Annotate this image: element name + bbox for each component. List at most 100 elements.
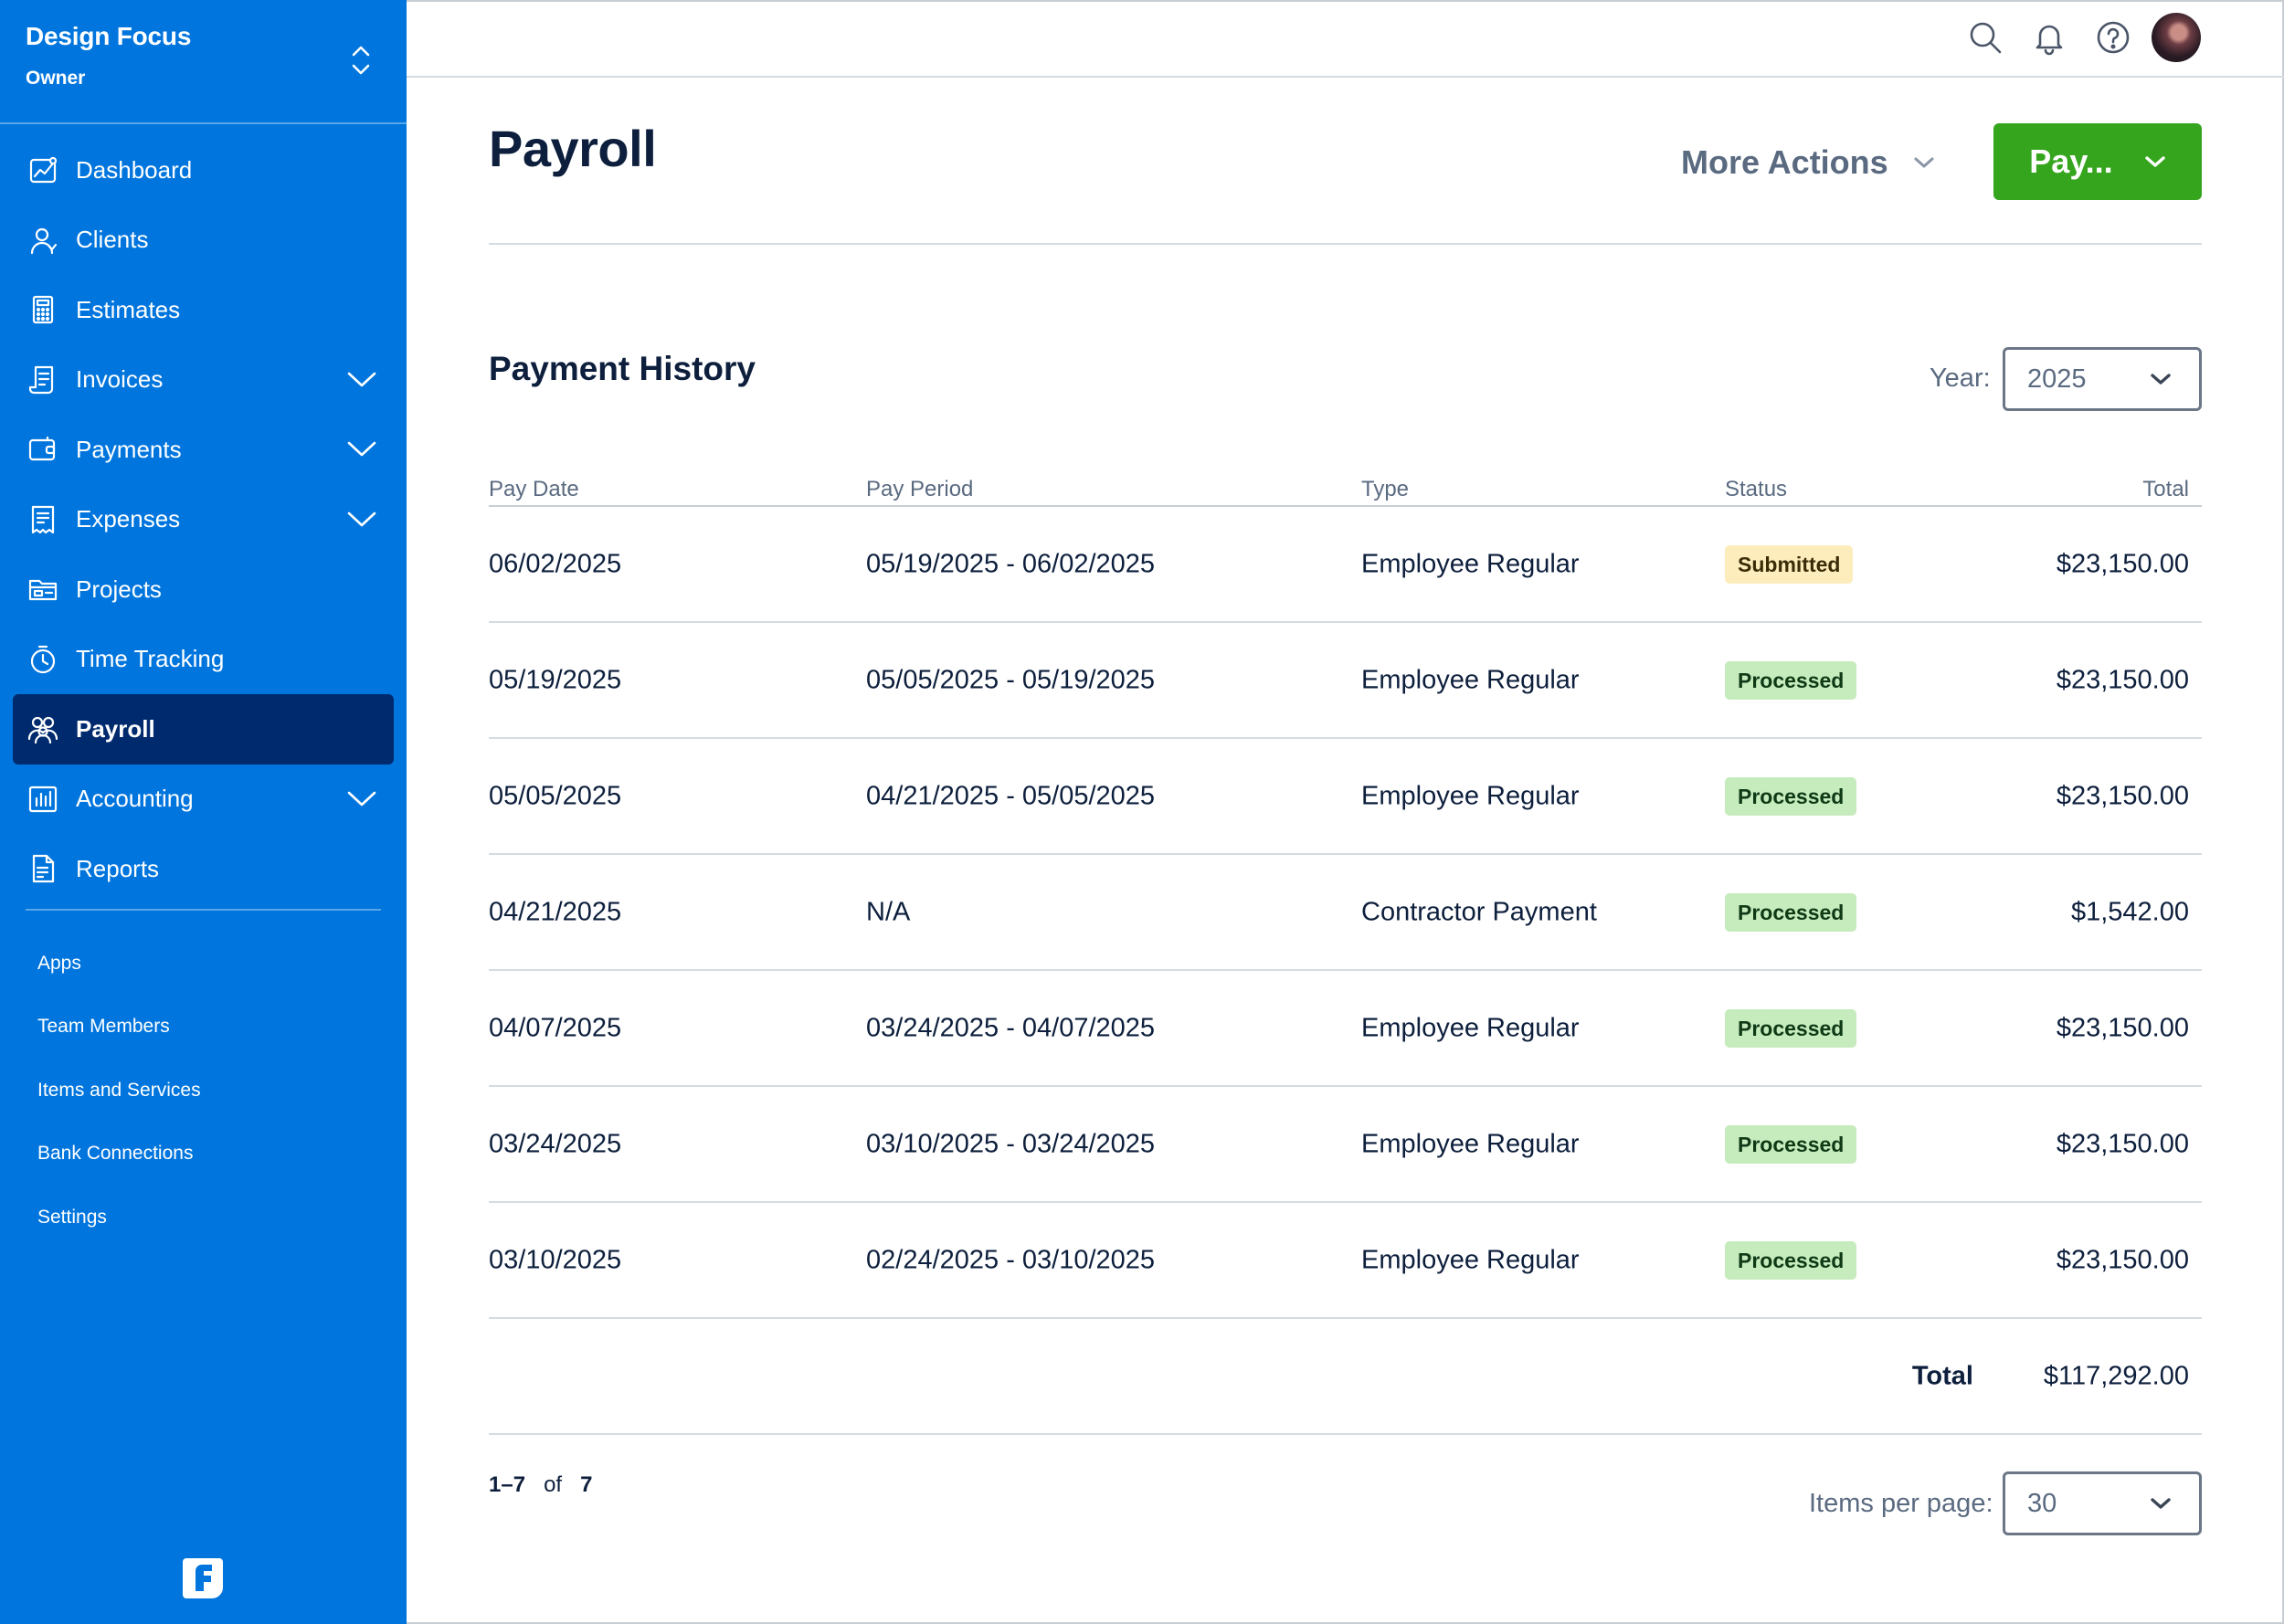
- sidebar-item-label: Invoices: [76, 365, 164, 394]
- user-avatar[interactable]: [2152, 13, 2201, 62]
- invoice-icon: [28, 365, 54, 394]
- status-badge: Submitted: [1725, 544, 1854, 584]
- total-cell: $1,542.00: [2070, 897, 2189, 926]
- more-actions-label: More Actions: [1681, 143, 1888, 181]
- sidebar-link-bank-connections[interactable]: Bank Connections: [37, 1143, 194, 1165]
- type-cell: Contractor Payment: [1361, 897, 1597, 926]
- year-select[interactable]: 2025: [2003, 347, 2202, 411]
- table-row[interactable]: 03/24/2025 03/10/2025 - 03/24/2025 Employe…: [489, 1087, 2202, 1203]
- sidebar-item-projects[interactable]: Projects: [13, 554, 394, 625]
- column-header-pay-date[interactable]: Pay Date: [489, 477, 579, 501]
- chevron-down-icon: [2144, 156, 2165, 167]
- sidebar-link-items-and-services[interactable]: Items and Services: [37, 1079, 201, 1101]
- sidebar-item-clients[interactable]: Clients: [13, 206, 394, 276]
- chevron-up-down-icon[interactable]: [345, 40, 376, 80]
- user-role: Owner: [26, 68, 86, 89]
- type-cell: Employee Regular: [1361, 1129, 1580, 1158]
- pay-period-cell: 03/24/2025 - 04/07/2025: [866, 1013, 1156, 1042]
- table-row[interactable]: 04/07/2025 03/24/2025 - 04/07/2025 Employe…: [489, 971, 2202, 1087]
- chevron-down-icon: [1914, 157, 1934, 168]
- sidebar: Design Focus Owner Dashboard Clients Estim…: [0, 0, 407, 1624]
- search-icon[interactable]: [1966, 18, 2004, 57]
- sidebar-item-label: Accounting: [76, 785, 194, 813]
- document-icon: [32, 855, 55, 883]
- sidebar-item-dashboard[interactable]: Dashboard: [13, 135, 394, 206]
- pay-period-cell: N/A: [866, 897, 911, 926]
- total-cell: $23,150.00: [2056, 1013, 2189, 1042]
- type-cell: Employee Regular: [1361, 665, 1580, 694]
- sidebar-item-payments[interactable]: Payments: [13, 415, 394, 485]
- status-cell: Processed: [1725, 1240, 1857, 1280]
- table-row[interactable]: 05/05/2025 04/21/2025 - 05/05/2025 Employe…: [489, 739, 2202, 855]
- title-divider: [489, 243, 2202, 245]
- pagination-range: 1–7: [489, 1472, 526, 1497]
- business-switcher[interactable]: Design Focus Owner: [0, 0, 407, 124]
- type-cell: Employee Regular: [1361, 1245, 1580, 1274]
- pagination-count: 7: [580, 1472, 593, 1497]
- chevron-down-icon[interactable]: [346, 371, 377, 389]
- year-label: Year:: [1930, 364, 1991, 393]
- more-actions-button[interactable]: More Actions: [1681, 137, 1936, 188]
- sidebar-nav: Dashboard Clients Estimates Invoices Payment…: [0, 135, 407, 904]
- table-row[interactable]: 03/10/2025 02/24/2025 - 03/10/2025 Employe…: [489, 1203, 2202, 1319]
- status-cell: Processed: [1725, 1124, 1857, 1164]
- user-icon: [30, 227, 58, 254]
- chevron-down-icon[interactable]: [346, 440, 377, 459]
- payment-history-table: Pay Date Pay Period Type Status Total 06…: [489, 457, 2202, 1435]
- section-title: Payment History: [489, 350, 756, 387]
- bell-icon[interactable]: [2030, 18, 2068, 57]
- pay-date-cell: 04/21/2025: [489, 897, 622, 926]
- sidebar-item-label: Reports: [76, 854, 160, 882]
- sidebar-item-label: Estimates: [76, 295, 181, 323]
- status-cell: Processed: [1725, 892, 1857, 932]
- table-row[interactable]: 06/02/2025 05/19/2025 - 06/02/2025 Employe…: [489, 507, 2202, 623]
- status-badge: Processed: [1725, 776, 1857, 816]
- sidebar-item-label: Time Tracking: [76, 645, 225, 673]
- column-header-pay-period[interactable]: Pay Period: [866, 477, 974, 501]
- pay-date-cell: 05/19/2025: [489, 665, 622, 694]
- items-per-page-label: Items per page:: [1809, 1489, 1993, 1518]
- sidebar-item-label: Payments: [76, 435, 182, 463]
- people-icon: [27, 717, 58, 744]
- total-label: Total: [1911, 1361, 1973, 1390]
- column-header-status[interactable]: Status: [1725, 477, 1788, 501]
- type-cell: Employee Regular: [1361, 1013, 1580, 1042]
- sidebar-item-label: Dashboard: [76, 155, 193, 184]
- sidebar-link-settings[interactable]: Settings: [37, 1206, 107, 1228]
- items-per-page-select[interactable]: 30: [2003, 1471, 2202, 1535]
- pay-button[interactable]: Pay...: [1993, 123, 2202, 200]
- folder-icon: [28, 580, 58, 601]
- pay-period-cell: 04/21/2025 - 05/05/2025: [866, 781, 1156, 810]
- column-header-total[interactable]: Total: [2142, 477, 2189, 501]
- total-cell: $23,150.00: [2056, 665, 2189, 694]
- sidebar-item-label: Clients: [76, 226, 149, 254]
- sidebar-item-label: Payroll: [76, 714, 155, 743]
- total-value: $117,292.00: [2043, 1361, 2189, 1390]
- sidebar-item-payroll[interactable]: Payroll: [13, 694, 394, 765]
- sidebar-item-accounting[interactable]: Accounting: [13, 765, 394, 835]
- status-badge: Processed: [1725, 1124, 1857, 1164]
- table-row[interactable]: 04/21/2025 N/A Contractor Payment Processed…: [489, 855, 2202, 971]
- total-cell: $23,150.00: [2056, 1129, 2189, 1158]
- sidebar-link-apps[interactable]: Apps: [37, 952, 81, 974]
- table-total-row: Total $117,292.00: [489, 1319, 2202, 1435]
- sidebar-item-estimates[interactable]: Estimates: [13, 275, 394, 345]
- total-cell: $23,150.00: [2056, 549, 2189, 578]
- status-cell: Processed: [1725, 776, 1857, 816]
- chevron-down-icon[interactable]: [346, 511, 377, 529]
- help-icon[interactable]: [2094, 18, 2132, 57]
- chevron-down-icon[interactable]: [346, 790, 377, 808]
- sidebar-link-team-members[interactable]: Team Members: [37, 1016, 170, 1038]
- table-row[interactable]: 05/19/2025 05/05/2025 - 05/19/2025 Employe…: [489, 623, 2202, 739]
- sidebar-item-invoices[interactable]: Invoices: [13, 345, 394, 416]
- sidebar-item-reports[interactable]: Reports: [13, 834, 394, 904]
- sidebar-item-time-tracking[interactable]: Time Tracking: [13, 625, 394, 695]
- sidebar-divider: [26, 909, 381, 911]
- sidebar-item-expenses[interactable]: Expenses: [13, 485, 394, 555]
- table-body: 06/02/2025 05/19/2025 - 06/02/2025 Employe…: [489, 507, 2202, 1319]
- bar-chart-icon: [28, 786, 58, 812]
- pagination-of: of: [544, 1472, 563, 1497]
- column-header-type[interactable]: Type: [1361, 477, 1410, 501]
- calculator-icon: [32, 296, 54, 324]
- sidebar-item-label: Projects: [76, 575, 162, 603]
